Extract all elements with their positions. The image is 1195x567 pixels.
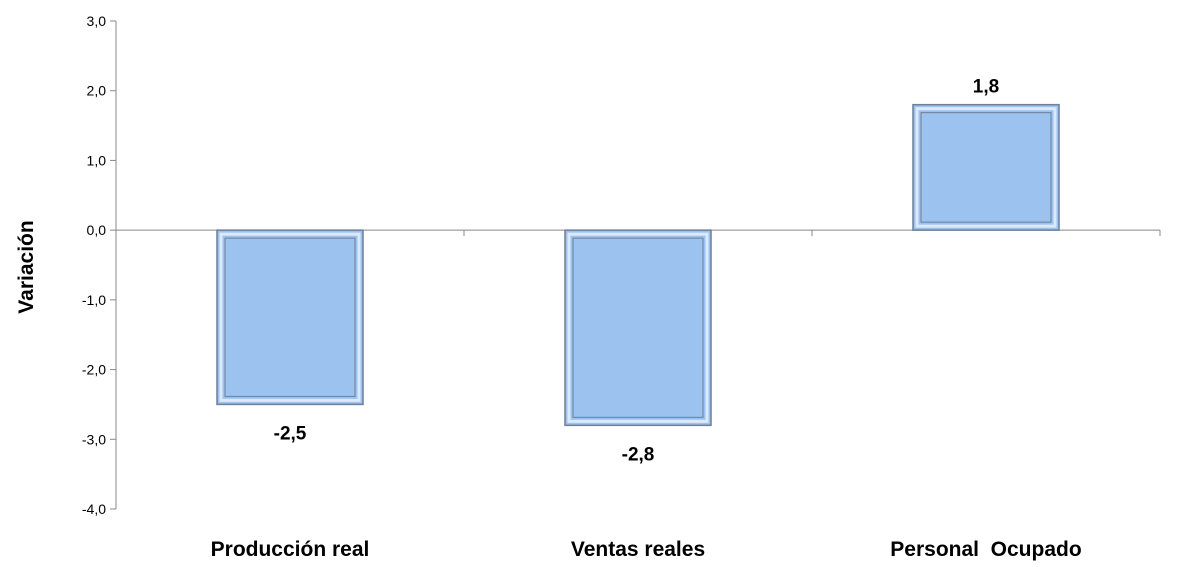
data-label: 1,8	[973, 77, 999, 98]
y-tick-label: -2,0	[82, 362, 106, 378]
y-tick-label: 1,0	[87, 152, 107, 168]
bar	[564, 229, 712, 427]
x-category-label: Producción real	[211, 538, 370, 561]
y-tick-label: -3,0	[82, 431, 106, 447]
y-tick-label: 0,0	[87, 222, 107, 238]
bars	[216, 103, 1060, 427]
data-label: -2,8	[622, 444, 655, 465]
x-category-label: Ventas reales	[571, 538, 705, 561]
data-label: -2,5	[274, 423, 307, 444]
bar	[216, 229, 364, 406]
y-axis: 3,0 2,0 1,0 0,0 -1,0 -2,0 -3,0 -4,0	[82, 13, 117, 517]
y-tick-label: 3,0	[87, 13, 107, 29]
y-tick-label: -4,0	[82, 501, 106, 517]
y-tick-label: 2,0	[87, 83, 107, 99]
bar	[912, 103, 1060, 231]
y-axis-label: Variación	[15, 220, 38, 313]
x-category-label: Personal Ocupado	[890, 538, 1081, 561]
data-labels: -2,5 -2,8 1,8	[274, 77, 1000, 466]
y-tick-label: -1,0	[82, 292, 106, 308]
